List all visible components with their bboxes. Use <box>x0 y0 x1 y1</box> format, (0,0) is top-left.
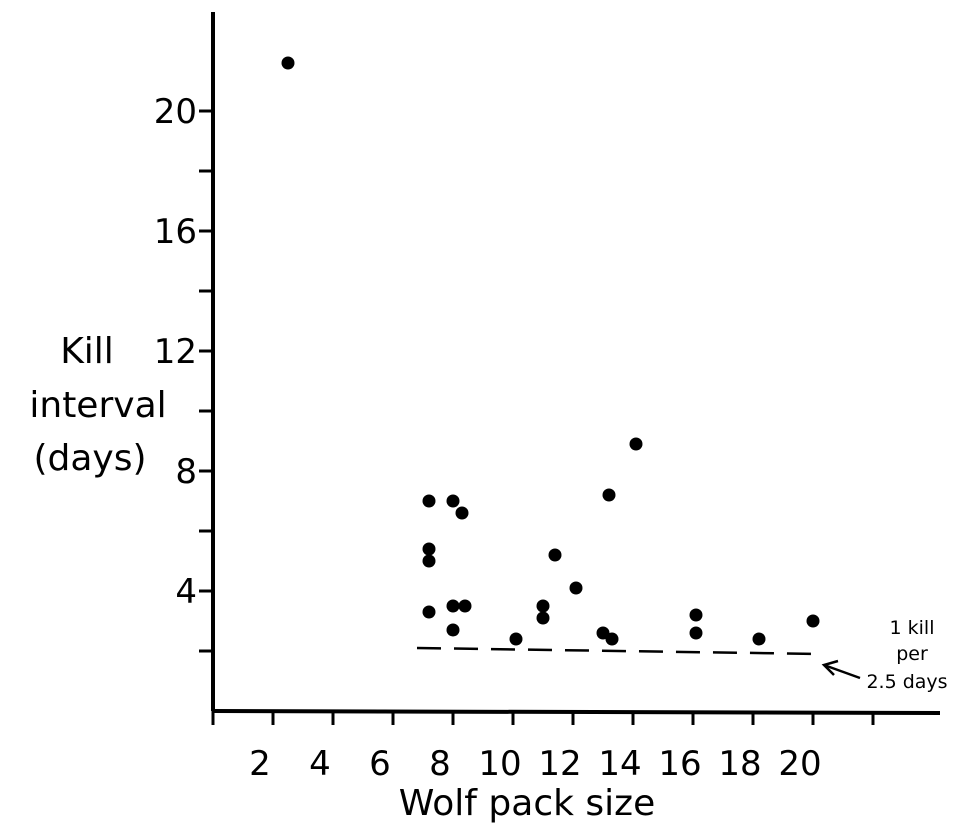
annotation-arrow <box>823 663 861 680</box>
data-point <box>281 56 295 70</box>
y-ticks: 4 8 12 16 20 <box>154 92 213 653</box>
data-point <box>422 554 436 568</box>
x-tick-label: 16 <box>658 744 701 784</box>
x-tick-label: 18 <box>718 744 761 784</box>
data-point <box>548 548 562 562</box>
data-point <box>689 626 703 640</box>
y-axis-title-line: Kill <box>60 331 114 372</box>
reference-dashed-line <box>416 646 823 656</box>
y-axis-title: Kill interval (days) <box>29 331 166 479</box>
x-tick-label: 12 <box>538 744 581 784</box>
y-axis-title-line: (days) <box>33 438 146 479</box>
x-tick-label: 4 <box>309 744 331 784</box>
annotation-text: 1 kill <box>890 617 935 639</box>
data-point <box>422 494 436 508</box>
data-point <box>455 506 469 520</box>
data-point <box>806 614 820 628</box>
data-point <box>422 605 436 619</box>
data-point <box>605 632 619 646</box>
data-point <box>446 599 460 613</box>
data-point <box>629 437 643 451</box>
data-points <box>281 56 820 646</box>
data-point <box>536 611 550 625</box>
x-axis <box>212 709 941 715</box>
data-point <box>752 632 766 646</box>
x-ticks: 2 4 6 8 10 12 14 16 18 20 <box>211 711 875 784</box>
data-point <box>458 599 472 613</box>
data-point <box>536 599 550 613</box>
annotation-text: per <box>896 643 928 665</box>
y-axis-title-line: interval <box>29 385 166 426</box>
annotation-arrowhead <box>821 659 839 676</box>
data-point <box>509 632 523 646</box>
x-tick-label: 6 <box>369 744 391 784</box>
reference-line <box>416 646 823 656</box>
data-point <box>446 494 460 508</box>
y-tick-label: 16 <box>154 212 197 252</box>
x-tick-label: 14 <box>598 744 641 784</box>
data-point <box>422 542 436 556</box>
y-tick-label: 4 <box>175 572 197 612</box>
x-tick-label: 8 <box>429 744 451 784</box>
x-tick-label: 20 <box>778 744 821 784</box>
data-point <box>602 488 616 502</box>
x-axis-title: Wolf pack size <box>399 783 655 823</box>
y-tick-label: 12 <box>154 332 197 372</box>
y-tick-label: 20 <box>154 92 197 132</box>
data-point <box>569 581 583 595</box>
reference-annotation: 1 kill per 2.5 days <box>821 617 948 693</box>
data-point <box>446 623 460 637</box>
data-point <box>689 608 703 622</box>
x-tick-label: 2 <box>249 744 271 784</box>
annotation-text: 2.5 days <box>866 671 947 693</box>
x-tick-label: 10 <box>478 744 521 784</box>
y-tick-label: 8 <box>175 452 197 492</box>
